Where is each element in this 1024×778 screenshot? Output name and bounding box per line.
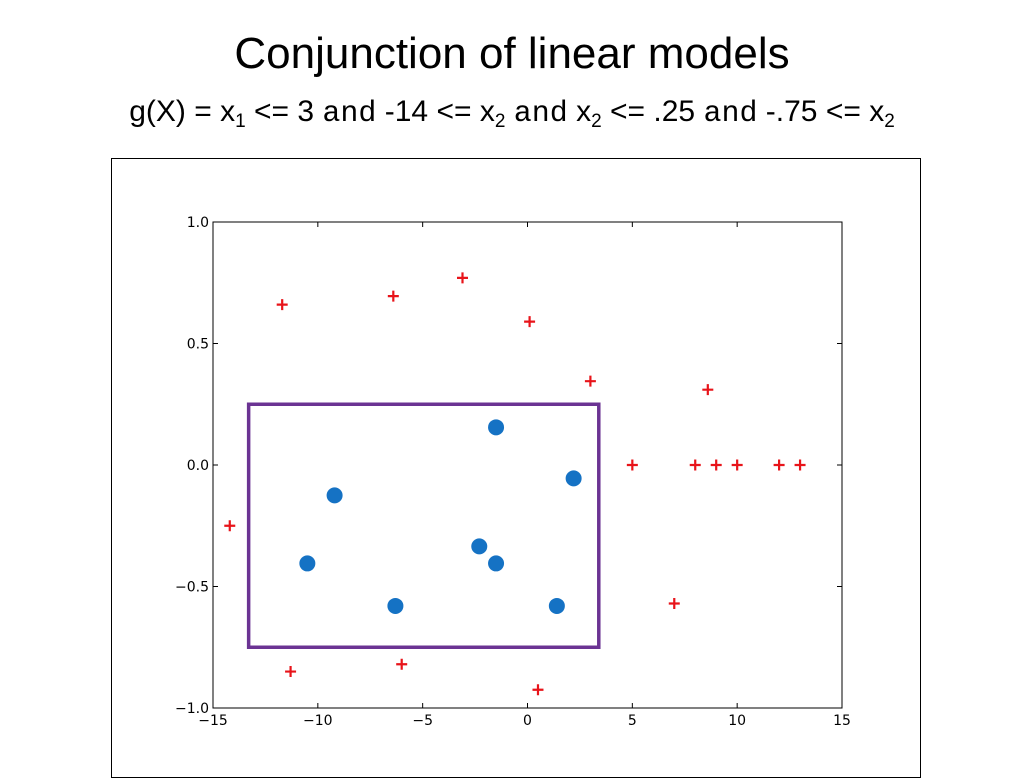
negative-point-plus	[668, 598, 680, 610]
positive-point-circle	[565, 470, 582, 487]
negative-point-plus	[457, 272, 469, 284]
positive-point-circle	[387, 597, 404, 614]
negative-point-plus	[584, 375, 596, 387]
negative-point-plus	[532, 684, 544, 696]
x-tick-label: 0	[523, 713, 532, 729]
and-keyword-1: and	[322, 97, 377, 131]
y-tick-label: 0.0	[187, 458, 209, 474]
scatter-plot: −15 −10 −5 0 5 10 15 −1.0 −0.5 0.0 0.5 1.0	[175, 215, 851, 729]
subscript-2: 2	[494, 111, 506, 132]
y-tick-label: 1.0	[187, 215, 209, 231]
positive-point-circle	[471, 538, 488, 555]
negative-point-plus	[387, 290, 399, 302]
subtitle-condition-3: x	[567, 95, 592, 128]
negative-point-plus	[710, 459, 722, 471]
positive-point-circle	[548, 597, 565, 614]
slide-subtitle: g(X) = x1 <= 3 and -14 <= x2 and x2 <= .…	[0, 92, 1024, 134]
negative-point-plus	[794, 459, 806, 471]
positive-point-circle	[326, 487, 343, 504]
negative-point-plus	[702, 384, 714, 396]
positive-point-circle	[488, 555, 505, 572]
negative-point-plus	[731, 459, 743, 471]
negative-point-plus	[396, 658, 408, 670]
decision-region-rectangle	[246, 402, 601, 649]
x-tick-label: −10	[303, 713, 333, 729]
subtitle-condition-3-rest: <= .25	[601, 95, 704, 128]
y-tick-label: 0.5	[187, 337, 209, 353]
x-tick-label: −15	[198, 713, 228, 729]
negative-point-plus	[276, 299, 288, 311]
subtitle-prefix: g(X) = x	[129, 95, 236, 128]
subtitle-condition-4: -.75 <= x	[757, 95, 885, 128]
subtitle-condition-1: <= 3	[245, 95, 323, 128]
negative-point-plus	[689, 459, 701, 471]
and-keyword-2: and	[513, 97, 568, 131]
negative-point-plus	[224, 520, 236, 532]
plot-area-frame	[212, 221, 843, 709]
y-tick-label: −1.0	[175, 701, 209, 717]
negative-point-plus	[626, 459, 638, 471]
figure-frame: −15 −10 −5 0 5 10 15 −1.0 −0.5 0.0 0.5 1.0	[111, 158, 921, 778]
positive-point-circle	[299, 555, 316, 572]
x-tick-label: 10	[728, 713, 746, 729]
negative-point-plus	[285, 666, 297, 678]
negative-point-plus	[524, 316, 536, 328]
subscript-3: 2	[591, 111, 602, 132]
y-tick-label: −0.5	[175, 580, 209, 596]
subscript-4: 2	[884, 111, 895, 132]
x-tick-label: 5	[628, 713, 637, 729]
slide-title: Conjunction of linear models	[234, 29, 790, 78]
subtitle-condition-2: -14 <= x	[376, 95, 495, 128]
positive-point-circle	[488, 419, 505, 436]
x-tick-label: 15	[833, 713, 851, 729]
and-keyword-3: and	[703, 97, 758, 131]
negative-point-plus	[773, 459, 785, 471]
subscript-1: 1	[235, 111, 246, 132]
x-tick-label: −5	[412, 713, 433, 729]
